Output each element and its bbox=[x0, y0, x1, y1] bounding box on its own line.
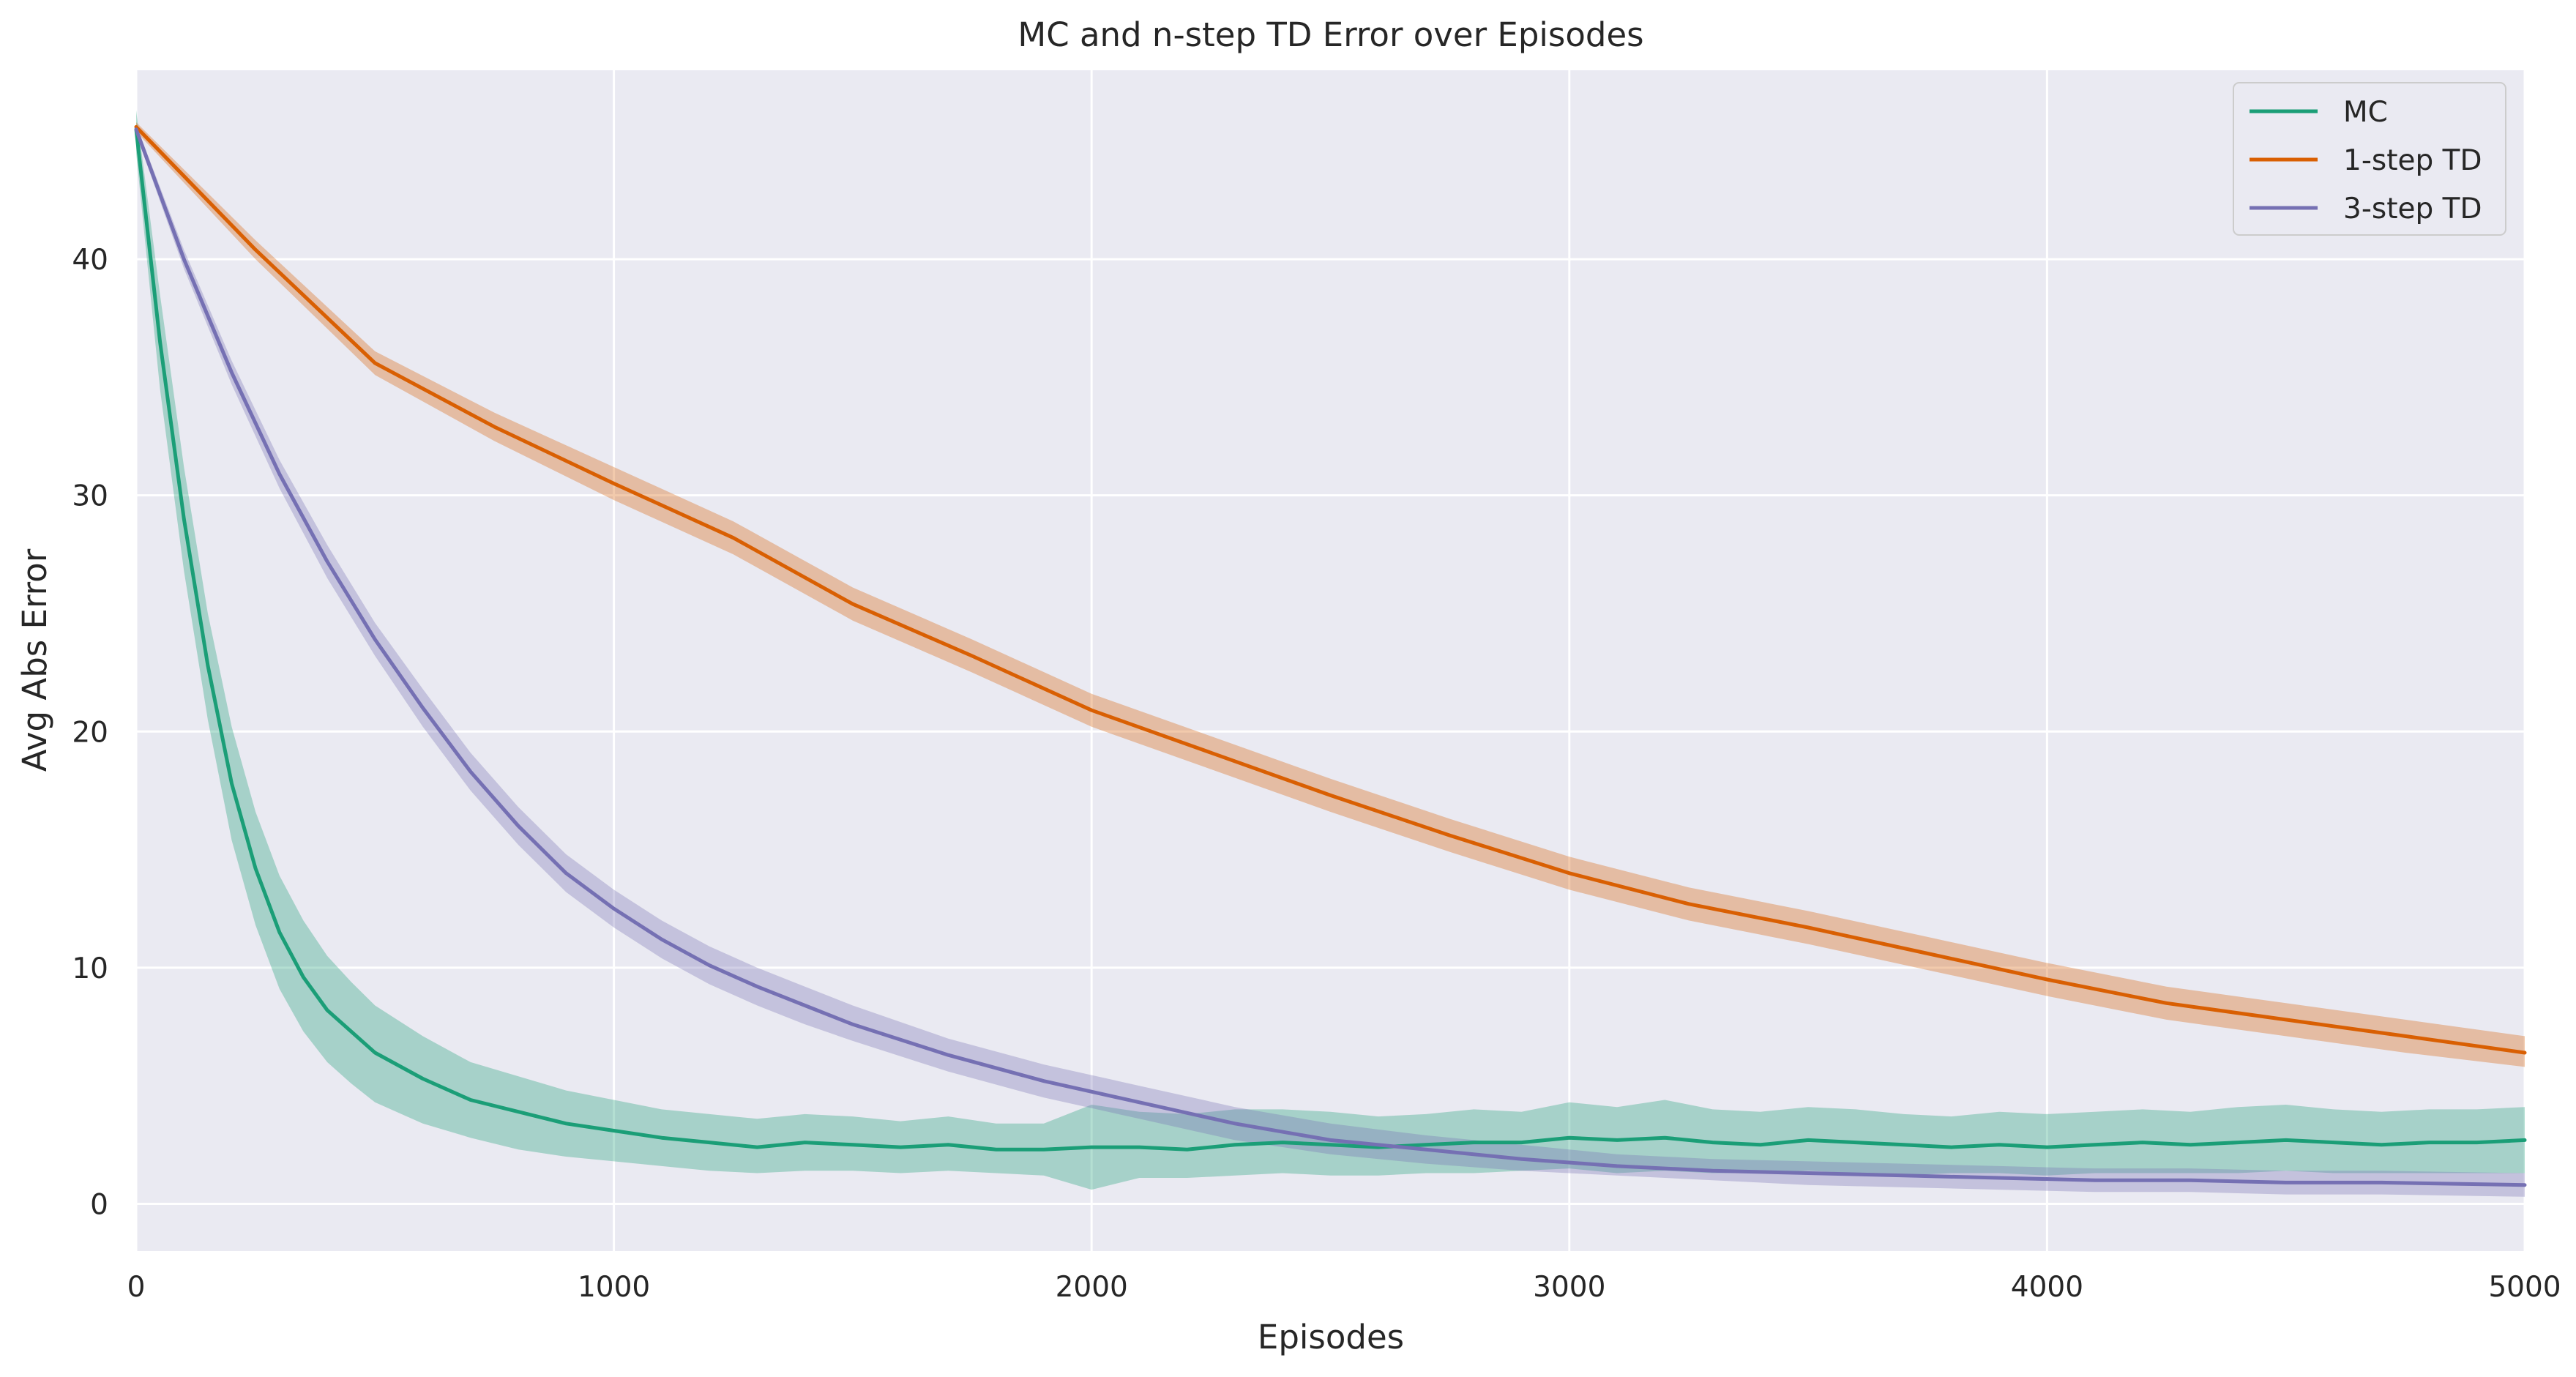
y-tick-label: 0 bbox=[90, 1188, 108, 1221]
series-band-0 bbox=[136, 110, 2525, 1190]
legend: MC 1-step TD 3-step TD bbox=[2233, 82, 2506, 236]
legend-entry-label: MC bbox=[2343, 96, 2388, 129]
legend-box bbox=[2233, 82, 2506, 236]
x-tick-label: 5000 bbox=[2488, 1271, 2561, 1304]
x-tick-label: 4000 bbox=[2011, 1271, 2083, 1304]
series-line-2 bbox=[134, 127, 2527, 1187]
x-tick-label: 0 bbox=[127, 1271, 146, 1304]
y-axis-ticks: 0 10 20 30 40 bbox=[72, 244, 108, 1221]
x-axis-ticks: 0 1000 2000 3000 4000 5000 bbox=[127, 1271, 2561, 1304]
x-tick-label: 1000 bbox=[578, 1271, 650, 1304]
y-tick-label: 10 bbox=[72, 952, 108, 985]
series-lines bbox=[134, 124, 2527, 1187]
x-tick-label: 2000 bbox=[1056, 1271, 1128, 1304]
y-axis-label: Avg Abs Error bbox=[15, 548, 54, 772]
x-axis-label: Episodes bbox=[1258, 1318, 1404, 1357]
x-tick-label: 3000 bbox=[1533, 1271, 1605, 1304]
y-tick-label: 30 bbox=[72, 480, 108, 513]
series-line-1 bbox=[134, 124, 2527, 1055]
legend-entry-label: 3-step TD bbox=[2343, 193, 2482, 225]
plot-area bbox=[136, 70, 2525, 1251]
y-tick-label: 20 bbox=[72, 716, 108, 749]
confidence-bands bbox=[136, 110, 2525, 1197]
y-tick-label: 40 bbox=[72, 244, 108, 277]
series-line-0 bbox=[134, 127, 2527, 1152]
grid bbox=[135, 70, 2526, 1251]
legend-entry-label: 1-step TD bbox=[2343, 144, 2482, 177]
chart-title: MC and n-step TD Error over Episodes bbox=[1018, 15, 1643, 54]
